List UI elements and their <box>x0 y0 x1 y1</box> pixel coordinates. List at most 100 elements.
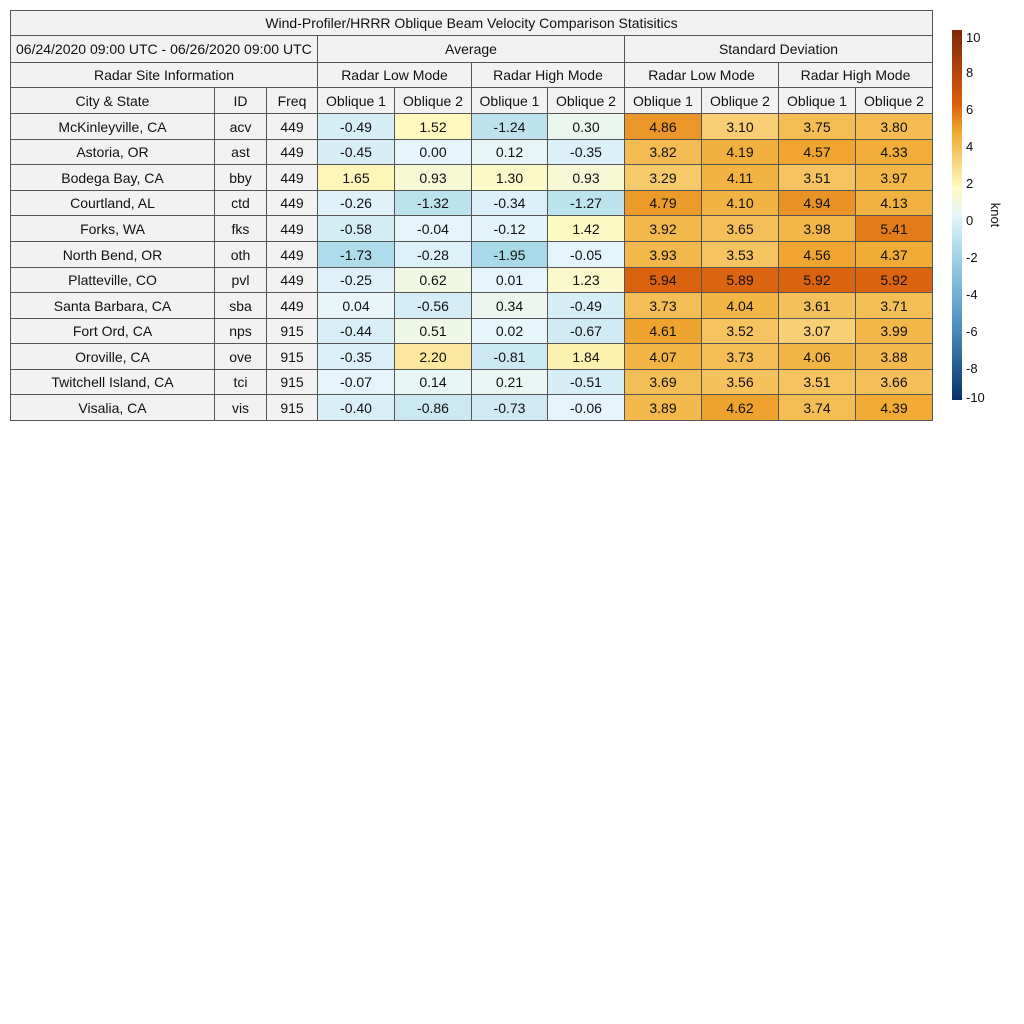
row-id: tci <box>214 369 267 395</box>
row-freq: 449 <box>266 164 318 191</box>
colorbar-tick-label: 2 <box>966 176 973 191</box>
data-cell: -0.12 <box>471 215 548 242</box>
col-oblique1-header: Oblique 1 <box>471 87 548 114</box>
data-cell: 4.06 <box>778 343 856 370</box>
data-cell: 4.94 <box>778 190 856 216</box>
row-id: bby <box>214 164 267 191</box>
col-oblique2-header: Oblique 2 <box>701 87 779 114</box>
data-cell: 4.61 <box>624 318 702 344</box>
data-cell: 1.23 <box>547 267 625 293</box>
data-cell: -0.45 <box>317 139 395 165</box>
data-cell: 0.00 <box>394 139 472 165</box>
average-header: Average <box>317 35 625 63</box>
row-id: oth <box>214 241 267 268</box>
col-id-header: ID <box>214 87 267 114</box>
data-cell: -0.06 <box>547 394 625 421</box>
data-cell: -0.07 <box>317 369 395 395</box>
data-cell: -0.05 <box>547 241 625 268</box>
std-low-mode-header: Radar Low Mode <box>624 62 779 88</box>
row-id: ast <box>214 139 267 165</box>
data-cell: 4.86 <box>624 113 702 140</box>
row-freq: 449 <box>266 215 318 242</box>
row-city: Twitchell Island, CA <box>10 369 215 395</box>
row-id: vis <box>214 394 267 421</box>
data-cell: -0.26 <box>317 190 395 216</box>
date-range: 06/24/2020 09:00 UTC - 06/26/2020 09:00 … <box>10 35 318 63</box>
row-city: Platteville, CO <box>10 267 215 293</box>
data-cell: 4.56 <box>778 241 856 268</box>
data-cell: 3.66 <box>855 369 933 395</box>
data-cell: 3.75 <box>778 113 856 140</box>
colorbar: 10 8 6 4 2 0 -2 -4 -6 -8 -10 knot <box>952 30 1003 405</box>
row-freq: 449 <box>266 241 318 268</box>
avg-low-mode-header: Radar Low Mode <box>317 62 472 88</box>
data-cell: 0.04 <box>317 292 395 319</box>
col-oblique1-header: Oblique 1 <box>317 87 395 114</box>
data-cell: -0.58 <box>317 215 395 242</box>
data-cell: -1.32 <box>394 190 472 216</box>
data-cell: -1.27 <box>547 190 625 216</box>
row-city: Bodega Bay, CA <box>10 164 215 191</box>
data-cell: 3.99 <box>855 318 933 344</box>
data-cell: 4.07 <box>624 343 702 370</box>
row-id: acv <box>214 113 267 140</box>
row-city: Forks, WA <box>10 215 215 242</box>
data-cell: 5.41 <box>855 215 933 242</box>
data-cell: -0.35 <box>547 139 625 165</box>
colorbar-tick-label: 4 <box>966 139 973 154</box>
data-cell: 3.51 <box>778 369 856 395</box>
colorbar-gradient <box>952 30 962 400</box>
data-cell: 3.51 <box>778 164 856 191</box>
row-id: fks <box>214 215 267 242</box>
data-cell: 5.89 <box>701 267 779 293</box>
data-cell: 3.10 <box>701 113 779 140</box>
row-city: Santa Barbara, CA <box>10 292 215 319</box>
data-cell: 0.14 <box>394 369 472 395</box>
data-cell: -0.04 <box>394 215 472 242</box>
data-cell: 3.93 <box>624 241 702 268</box>
std-high-mode-header: Radar High Mode <box>778 62 933 88</box>
data-cell: -0.49 <box>547 292 625 319</box>
data-cell: 0.21 <box>471 369 548 395</box>
row-city: Fort Ord, CA <box>10 318 215 344</box>
row-city: Courtland, AL <box>10 190 215 216</box>
data-cell: 2.20 <box>394 343 472 370</box>
data-cell: 3.52 <box>701 318 779 344</box>
data-cell: 3.69 <box>624 369 702 395</box>
data-cell: 0.02 <box>471 318 548 344</box>
data-cell: 0.30 <box>547 113 625 140</box>
data-cell: 3.74 <box>778 394 856 421</box>
data-cell: 4.57 <box>778 139 856 165</box>
colorbar-tick-label: -4 <box>966 287 978 302</box>
data-cell: 4.04 <box>701 292 779 319</box>
data-cell: -0.49 <box>317 113 395 140</box>
site-info-header: Radar Site Information <box>10 62 318 88</box>
data-cell: 4.37 <box>855 241 933 268</box>
data-cell: 1.42 <box>547 215 625 242</box>
data-cell: 3.89 <box>624 394 702 421</box>
data-cell: -0.67 <box>547 318 625 344</box>
col-oblique1-header: Oblique 1 <box>624 87 702 114</box>
row-freq: 449 <box>266 292 318 319</box>
row-city: Astoria, OR <box>10 139 215 165</box>
data-cell: 0.34 <box>471 292 548 319</box>
row-freq: 915 <box>266 394 318 421</box>
row-id: nps <box>214 318 267 344</box>
data-cell: -0.73 <box>471 394 548 421</box>
data-cell: 5.92 <box>778 267 856 293</box>
row-freq: 915 <box>266 318 318 344</box>
colorbar-tick-label: 10 <box>966 30 980 45</box>
row-id: sba <box>214 292 267 319</box>
data-cell: 1.30 <box>471 164 548 191</box>
row-freq: 449 <box>266 190 318 216</box>
data-cell: 3.98 <box>778 215 856 242</box>
data-cell: -0.81 <box>471 343 548 370</box>
colorbar-tick-label: -6 <box>966 324 978 339</box>
data-cell: 4.19 <box>701 139 779 165</box>
data-cell: -0.44 <box>317 318 395 344</box>
row-freq: 915 <box>266 369 318 395</box>
data-cell: 1.84 <box>547 343 625 370</box>
data-cell: 4.11 <box>701 164 779 191</box>
data-cell: -0.86 <box>394 394 472 421</box>
data-cell: 1.52 <box>394 113 472 140</box>
